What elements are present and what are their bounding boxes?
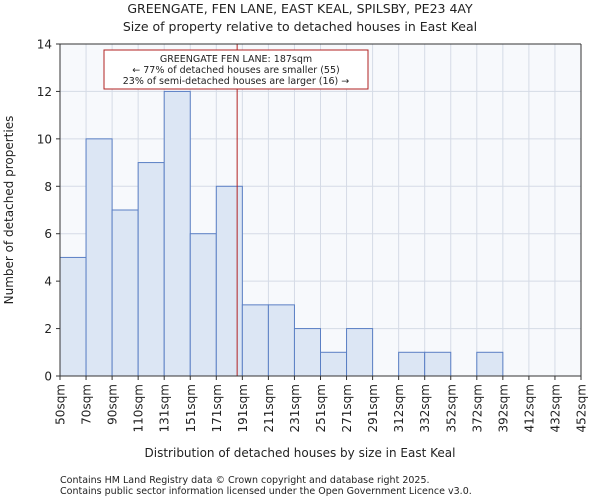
bar-70sqm bbox=[85, 138, 113, 377]
y-tick-label-5: 10 bbox=[37, 132, 52, 146]
bars bbox=[59, 90, 504, 377]
footer-line-1: Contains HM Land Registry data © Crown c… bbox=[60, 475, 430, 486]
x-tick-label-90sqm: 90sqm bbox=[106, 384, 120, 425]
bar-151sqm bbox=[189, 233, 217, 377]
chart-subtitle: Size of property relative to detached ho… bbox=[123, 19, 477, 34]
bar-211sqm bbox=[267, 304, 295, 377]
x-tick-label-372sqm: 372sqm bbox=[470, 384, 484, 432]
bar-312sqm bbox=[398, 351, 426, 377]
x-tick-label-352sqm: 352sqm bbox=[444, 384, 458, 432]
chart-title: GREENGATE, FEN LANE, EAST KEAL, SPILSBY,… bbox=[127, 1, 473, 16]
x-tick-label-231sqm: 231sqm bbox=[288, 384, 302, 432]
x-tick-label-312sqm: 312sqm bbox=[392, 384, 406, 432]
y-tick-label-2: 4 bbox=[44, 275, 52, 289]
x-tick-label-131sqm: 131sqm bbox=[158, 384, 172, 432]
bar-251sqm bbox=[320, 351, 348, 377]
x-tick-label-50sqm: 50sqm bbox=[54, 384, 68, 425]
x-tick-label-412sqm: 412sqm bbox=[522, 384, 536, 432]
plot-area: GREENGATE FEN LANE: 187sqm ← 77% of deta… bbox=[59, 44, 581, 377]
x-tick-label-171sqm: 171sqm bbox=[210, 384, 224, 432]
x-tick-label-432sqm: 432sqm bbox=[548, 384, 562, 432]
annotation-line-3: 23% of semi-detached houses are larger (… bbox=[123, 76, 350, 87]
y-tick-label-7: 14 bbox=[37, 38, 52, 52]
y-tick-label-0: 0 bbox=[44, 370, 52, 384]
x-tick-label-211sqm: 211sqm bbox=[262, 384, 276, 432]
x-tick-label-251sqm: 251sqm bbox=[314, 384, 328, 432]
x-axis-label: Distribution of detached houses by size … bbox=[145, 446, 456, 460]
x-tick-label-452sqm: 452sqm bbox=[575, 384, 589, 432]
y-tick-label-3: 6 bbox=[44, 227, 52, 241]
x-tick-label-191sqm: 191sqm bbox=[236, 384, 250, 432]
x-tick-label-291sqm: 291sqm bbox=[366, 384, 380, 432]
annotation-line-1: GREENGATE FEN LANE: 187sqm bbox=[160, 54, 312, 65]
bar-131sqm bbox=[163, 90, 191, 377]
bar-110sqm bbox=[137, 162, 165, 377]
bar-90sqm bbox=[111, 209, 139, 377]
annotation-frame bbox=[103, 49, 369, 90]
bar-231sqm bbox=[293, 328, 322, 377]
bar-372sqm bbox=[476, 351, 504, 377]
x-tick-label-332sqm: 332sqm bbox=[418, 384, 432, 432]
bar-171sqm bbox=[215, 185, 243, 377]
footer-line-2: Contains public sector information licen… bbox=[60, 486, 472, 497]
x-tick-label-392sqm: 392sqm bbox=[496, 384, 510, 432]
bar-191sqm bbox=[241, 304, 269, 377]
x-tick-label-110sqm: 110sqm bbox=[132, 384, 146, 432]
bar-271sqm bbox=[346, 328, 374, 377]
x-tick-label-271sqm: 271sqm bbox=[340, 384, 354, 432]
annotation-box: GREENGATE FEN LANE: 187sqm ← 77% of deta… bbox=[103, 49, 369, 90]
x-ticks: 50sqm 70sqm 90sqm 110sqm 131sqm 151sqm 171sqm 1… bbox=[54, 376, 589, 432]
y-ticks: 0 2 4 6 8 10 12 14 bbox=[37, 38, 60, 384]
x-tick-label-70sqm: 70sqm bbox=[80, 384, 94, 425]
x-tick-label-151sqm: 151sqm bbox=[184, 384, 198, 432]
y-tick-label-4: 8 bbox=[44, 180, 52, 194]
y-tick-label-1: 2 bbox=[44, 322, 52, 336]
bar-332sqm bbox=[424, 351, 452, 377]
y-axis-label: Number of detached properties bbox=[2, 116, 16, 305]
bar-50sqm bbox=[59, 256, 87, 377]
y-tick-label-6: 12 bbox=[37, 85, 52, 99]
annotation-line-2: ← 77% of detached houses are smaller (55… bbox=[132, 65, 339, 76]
